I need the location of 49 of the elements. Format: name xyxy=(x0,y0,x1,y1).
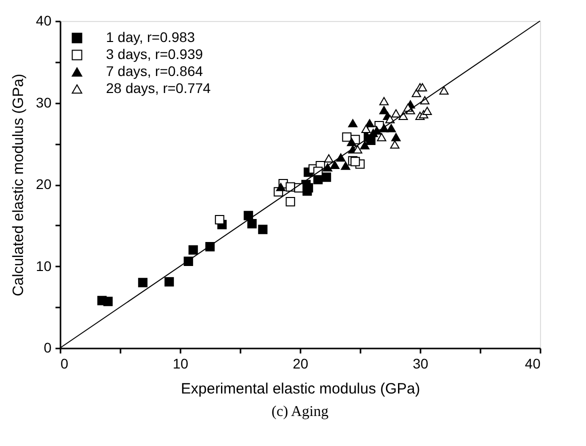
point xyxy=(386,124,396,132)
y-tick-label: 10 xyxy=(36,258,52,274)
point xyxy=(322,172,332,182)
point xyxy=(376,132,386,142)
point xyxy=(352,145,362,154)
x-axis-title: Experimental elastic modulus (GPa) xyxy=(180,380,420,398)
point xyxy=(276,182,286,192)
point xyxy=(330,160,340,170)
point xyxy=(322,163,332,172)
y-axis-title: Calculated elastic modulus (GPa) xyxy=(10,74,27,296)
point xyxy=(340,162,350,170)
legend-label: 3 days, r=0.939 xyxy=(106,46,204,62)
legend-label: 1 day, r=0.983 xyxy=(106,29,196,45)
text: (c) Aging xyxy=(271,404,330,420)
x-tick-label: 20 xyxy=(292,356,308,372)
point xyxy=(324,154,334,162)
point xyxy=(439,86,449,95)
point xyxy=(103,296,113,306)
legend-label: 28 days, r=0.774 xyxy=(106,80,211,96)
point xyxy=(164,277,174,286)
point xyxy=(361,124,371,134)
point xyxy=(247,219,257,228)
y-tick-label: 0 xyxy=(44,340,52,356)
point xyxy=(391,109,401,118)
point xyxy=(350,156,360,166)
point xyxy=(346,138,356,146)
y-tick-label: 40 xyxy=(36,12,52,28)
point xyxy=(391,132,401,142)
point xyxy=(390,140,400,149)
point xyxy=(360,141,370,150)
point xyxy=(138,278,148,288)
point xyxy=(258,224,268,234)
point xyxy=(379,96,389,106)
point xyxy=(422,106,432,116)
x-tick-label: 40 xyxy=(524,356,541,372)
point xyxy=(286,196,296,206)
point xyxy=(188,245,198,255)
x-tick-label: 10 xyxy=(172,356,188,372)
y-tick-label: 20 xyxy=(36,176,52,192)
point xyxy=(364,119,374,128)
point xyxy=(342,132,352,142)
point xyxy=(214,214,224,224)
x-tick-label: 0 xyxy=(60,356,68,372)
legend-label: 7 days, r=0.864 xyxy=(106,63,204,79)
point xyxy=(348,119,358,128)
x-tick-label: 30 xyxy=(412,356,428,372)
y-tick-label: 30 xyxy=(36,94,52,110)
point xyxy=(418,83,428,92)
point xyxy=(184,256,194,266)
